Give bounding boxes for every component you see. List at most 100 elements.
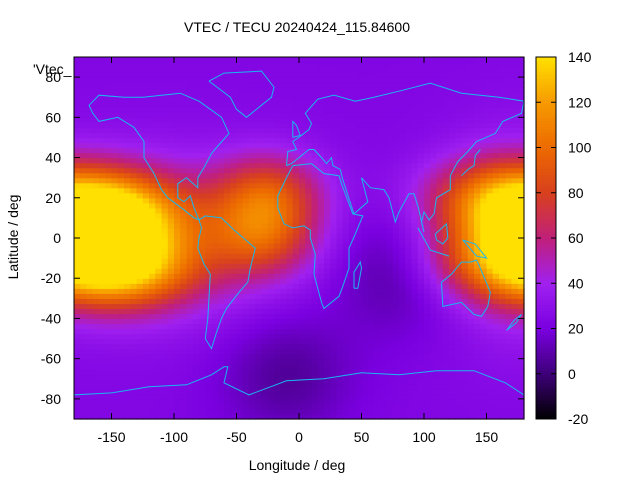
heatmap-cell	[517, 147, 525, 154]
heatmap-cell	[86, 253, 94, 259]
heatmap-cell	[155, 318, 163, 325]
heatmap-cell	[292, 167, 300, 174]
heatmap-cell	[180, 102, 188, 108]
heatmap-cell	[267, 182, 275, 189]
heatmap-cell	[467, 112, 475, 118]
heatmap-cell	[217, 82, 225, 88]
heatmap-cell	[274, 318, 281, 325]
heatmap-cell	[324, 122, 331, 128]
y-axis-label: Latitude / deg	[5, 195, 21, 280]
heatmap-cell	[399, 77, 406, 83]
heatmap-cell	[305, 187, 313, 194]
heatmap-cell	[417, 318, 425, 325]
heatmap-cell	[155, 313, 163, 320]
heatmap-cell	[261, 217, 269, 224]
heatmap-cell	[367, 333, 375, 340]
heatmap-cell	[180, 413, 188, 420]
heatmap-cell	[205, 373, 213, 380]
heatmap-cell	[349, 72, 356, 78]
heatmap-cell	[361, 207, 369, 214]
heatmap-cell	[205, 127, 213, 134]
heatmap-cell	[161, 353, 169, 360]
heatmap-cell	[211, 313, 219, 320]
heatmap-cell	[186, 268, 194, 274]
heatmap-cell	[111, 97, 119, 103]
heatmap-cell	[311, 373, 319, 380]
heatmap-cell	[99, 278, 106, 284]
heatmap-cell	[242, 82, 250, 88]
heatmap-cell	[292, 238, 300, 244]
heatmap-cell	[142, 92, 150, 98]
heatmap-cell	[92, 358, 100, 365]
heatmap-cell	[461, 393, 469, 400]
heatmap-cell	[130, 207, 138, 214]
heatmap-cell	[86, 273, 94, 279]
heatmap-cell	[480, 207, 488, 214]
heatmap-cell	[324, 97, 331, 103]
heatmap-cell	[224, 298, 231, 304]
heatmap-cell	[174, 298, 181, 304]
heatmap-cell	[242, 167, 250, 174]
heatmap-cell	[349, 313, 356, 320]
heatmap-cell	[99, 157, 106, 164]
heatmap-cell	[230, 87, 238, 93]
heatmap-cell	[449, 278, 456, 284]
heatmap-cell	[242, 142, 250, 149]
heatmap-cell	[267, 97, 275, 103]
heatmap-cell	[242, 222, 250, 229]
heatmap-cell	[292, 212, 300, 219]
heatmap-cell	[355, 102, 363, 108]
heatmap-cell	[336, 82, 344, 88]
heatmap-cell	[499, 142, 506, 149]
heatmap-cell	[330, 157, 338, 164]
heatmap-cell	[467, 268, 475, 274]
heatmap-cell	[180, 268, 188, 274]
heatmap-cell	[261, 82, 269, 88]
heatmap-cell	[92, 137, 100, 144]
heatmap-cell	[499, 248, 506, 254]
heatmap-cell	[111, 313, 119, 320]
heatmap-cell	[467, 248, 475, 254]
heatmap-cell	[299, 348, 306, 355]
heatmap-cell	[405, 127, 413, 134]
heatmap-cell	[205, 112, 213, 118]
heatmap-cell	[161, 147, 169, 154]
heatmap-cell	[455, 348, 463, 355]
heatmap-cell	[467, 358, 475, 365]
heatmap-cell	[267, 288, 275, 294]
heatmap-cell	[430, 298, 438, 304]
heatmap-cell	[192, 182, 200, 189]
heatmap-cell	[499, 197, 506, 204]
heatmap-cell	[92, 172, 100, 179]
heatmap-cell	[411, 102, 419, 108]
heatmap-cell	[217, 248, 225, 254]
heatmap-cell	[217, 132, 225, 139]
heatmap-cell	[99, 197, 106, 204]
heatmap-cell	[255, 217, 263, 224]
heatmap-cell	[192, 398, 200, 405]
heatmap-cell	[330, 117, 338, 123]
heatmap-cell	[230, 323, 238, 330]
heatmap-cell	[449, 273, 456, 279]
heatmap-cell	[405, 112, 413, 118]
heatmap-cell	[155, 348, 163, 355]
heatmap-cell	[186, 207, 194, 214]
heatmap-cell	[80, 137, 88, 144]
heatmap-cell	[92, 313, 100, 320]
heatmap-cell	[142, 333, 150, 340]
heatmap-cell	[355, 303, 363, 309]
heatmap-cell	[155, 253, 163, 259]
heatmap-cell	[174, 217, 181, 224]
heatmap-cell	[505, 177, 513, 184]
heatmap-cell	[267, 273, 275, 279]
heatmap-cell	[417, 202, 425, 209]
heatmap-cell	[411, 338, 419, 345]
heatmap-cell	[92, 167, 100, 174]
heatmap-cell	[492, 243, 500, 249]
heatmap-cell	[342, 142, 350, 149]
heatmap-cell	[261, 373, 269, 380]
heatmap-cell	[317, 363, 325, 370]
heatmap-cell	[249, 227, 256, 234]
heatmap-cell	[411, 323, 419, 330]
heatmap-cell	[317, 248, 325, 254]
